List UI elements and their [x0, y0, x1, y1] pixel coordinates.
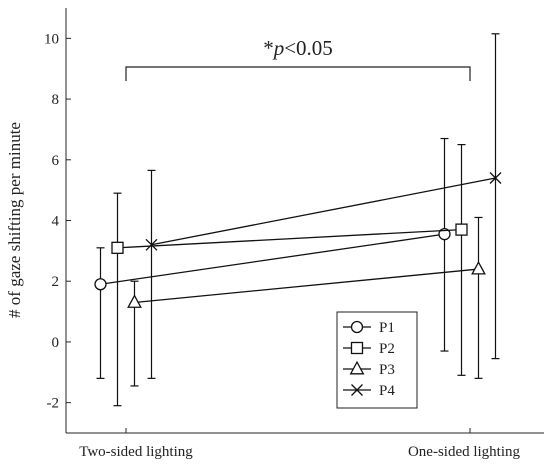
- point-p3: [471, 260, 486, 275]
- x-tick-label: Two-sided lighting: [79, 444, 193, 460]
- series-line-p2: [117, 228, 462, 249]
- y-tick-label: 0: [52, 335, 60, 351]
- significance-bracket: [125, 66, 471, 81]
- point-p1: [438, 228, 451, 241]
- legend-label-p2: P2: [379, 341, 395, 357]
- series-line-p3: [134, 268, 479, 304]
- y-tick-label: 8: [52, 92, 60, 108]
- series-line-p4: [151, 177, 496, 246]
- point-p1: [94, 278, 107, 291]
- legend-label-p4: P4: [379, 383, 395, 399]
- x-tick-label: One-sided lighting: [408, 444, 521, 460]
- point-p2: [111, 241, 124, 254]
- y-tick-label: -2: [47, 396, 60, 412]
- y-tick-label: 6: [52, 153, 60, 169]
- point-p4: [489, 172, 502, 184]
- significance-label: *p<0.05: [263, 36, 333, 60]
- y-axis-label: # of gaze shifting per minute: [5, 122, 24, 318]
- y-tick-label: 10: [44, 31, 59, 47]
- legend-label-p1: P1: [379, 320, 395, 336]
- y-tick-label: 4: [52, 214, 60, 230]
- y-tick-label: 2: [52, 274, 60, 290]
- legend-marker-p1: [350, 320, 364, 334]
- point-p4: [145, 238, 158, 251]
- point-p3: [127, 294, 142, 308]
- point-p2: [455, 223, 468, 236]
- legend-box: [336, 311, 418, 409]
- legend-marker-p2: [350, 341, 364, 355]
- legend-label-p3: P3: [379, 362, 395, 378]
- legend-marker-p3: [349, 360, 365, 375]
- series-line-p1: [100, 233, 445, 285]
- legend-marker-p4: [351, 384, 363, 396]
